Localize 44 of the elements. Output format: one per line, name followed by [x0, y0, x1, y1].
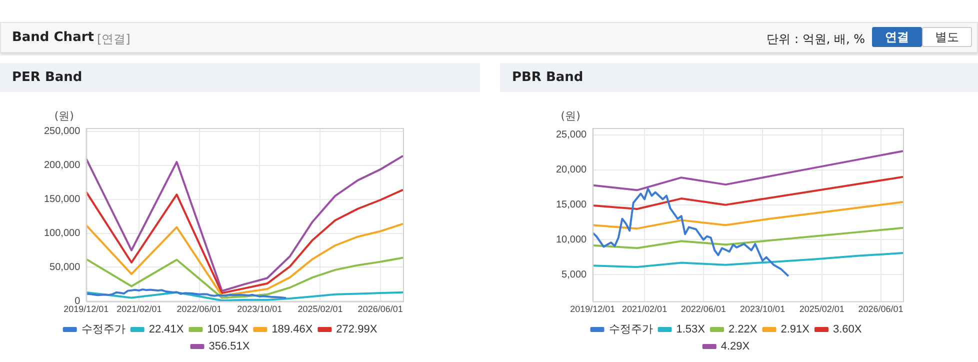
legend-label: 수정주가 [608, 324, 653, 336]
x-tick-label: 2026/06/01 [358, 304, 403, 314]
x-tick-label: 2025/02/01 [799, 304, 844, 314]
y-tick-label: 10,000 [556, 234, 588, 246]
y-tick-label: 5,000 [562, 269, 588, 280]
y-axis-title: (원) [54, 109, 74, 122]
legend-label: 2.22X [728, 324, 758, 336]
legend-label: 189.46X [272, 324, 314, 336]
chart-title: PBR Band [500, 63, 978, 92]
y-tick-label: 250,000 [44, 126, 81, 138]
legend-label: 22.41X [148, 324, 184, 336]
text: 별도 [922, 27, 972, 47]
legend-label: 272.99X [336, 324, 378, 336]
x-tick-label: 2022/06/01 [680, 304, 726, 314]
y-tick-label: 25,000 [556, 130, 588, 141]
legend-label: 4.29X [720, 340, 750, 353]
x-tick-label: 2022/06/01 [176, 304, 222, 314]
y-tick-label: 200,000 [44, 160, 81, 172]
x-tick-label: 2019/12/01 [570, 304, 616, 314]
legend-label: 2.91X [780, 324, 810, 336]
y-tick-label: 0 [74, 296, 81, 307]
x-tick-label: 2021/02/01 [622, 304, 668, 314]
text: 연결 [872, 27, 922, 47]
x-tick-label: 2025/02/01 [298, 304, 343, 314]
y-tick-label: 100,000 [44, 228, 81, 240]
x-tick-label: 2023/10/01 [237, 304, 282, 314]
legend-label: 105.94X [207, 324, 249, 336]
legend-label: 1.53X [676, 324, 706, 336]
x-tick-label: 2023/10/01 [740, 304, 786, 314]
x-tick-label: 2019/12/01 [64, 304, 109, 314]
text: [연결] [97, 31, 130, 48]
x-tick-label: 2026/06/01 [858, 304, 904, 314]
text: Band Chart [12, 30, 94, 45]
legend-label: 3.60X [832, 324, 862, 336]
y-axis-title: (원) [560, 109, 580, 122]
legend-label: 수정주가 [81, 324, 126, 336]
y-tick-label: 150,000 [44, 194, 81, 206]
y-tick-label: 20,000 [556, 164, 588, 176]
y-tick-label: 50,000 [50, 262, 81, 273]
y-tick-label: 15,000 [556, 200, 588, 211]
legend-label: 356.51X [208, 340, 250, 353]
chart-title: PER Band [0, 63, 480, 92]
text: 단위 : 억원, 배, % [766, 31, 865, 48]
x-tick-label: 2021/02/01 [116, 304, 162, 314]
